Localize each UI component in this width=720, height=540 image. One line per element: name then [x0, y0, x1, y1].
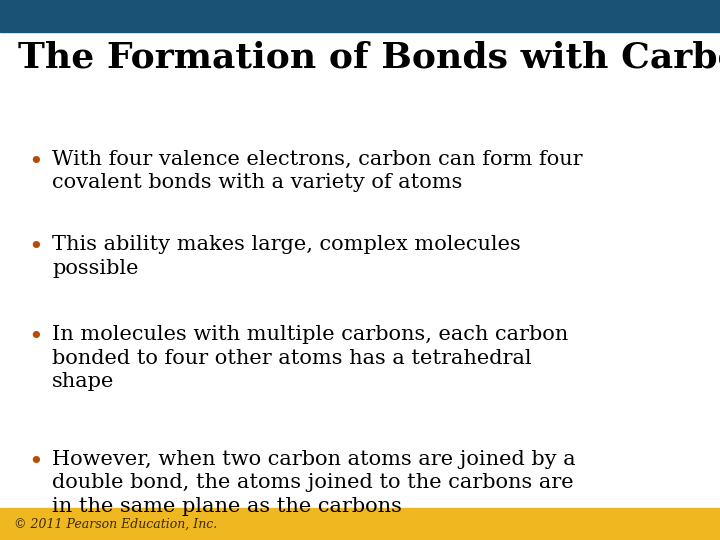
- Text: With four valence electrons, carbon can form four
covalent bonds with a variety : With four valence electrons, carbon can …: [52, 150, 582, 192]
- Text: The Formation of Bonds with Carbon: The Formation of Bonds with Carbon: [18, 40, 720, 74]
- Bar: [0, 508, 720, 540]
- Text: In molecules with multiple carbons, each carbon
bonded to four other atoms has a: In molecules with multiple carbons, each…: [52, 325, 568, 391]
- Text: •: •: [28, 450, 42, 474]
- Text: © 2011 Pearson Education, Inc.: © 2011 Pearson Education, Inc.: [14, 517, 217, 530]
- Text: However, when two carbon atoms are joined by a
double bond, the atoms joined to : However, when two carbon atoms are joine…: [52, 450, 575, 516]
- Text: •: •: [28, 325, 42, 349]
- Bar: [0, 0, 720, 32]
- Text: This ability makes large, complex molecules
possible: This ability makes large, complex molecu…: [52, 235, 521, 278]
- Text: •: •: [28, 235, 42, 259]
- Text: •: •: [28, 150, 42, 174]
